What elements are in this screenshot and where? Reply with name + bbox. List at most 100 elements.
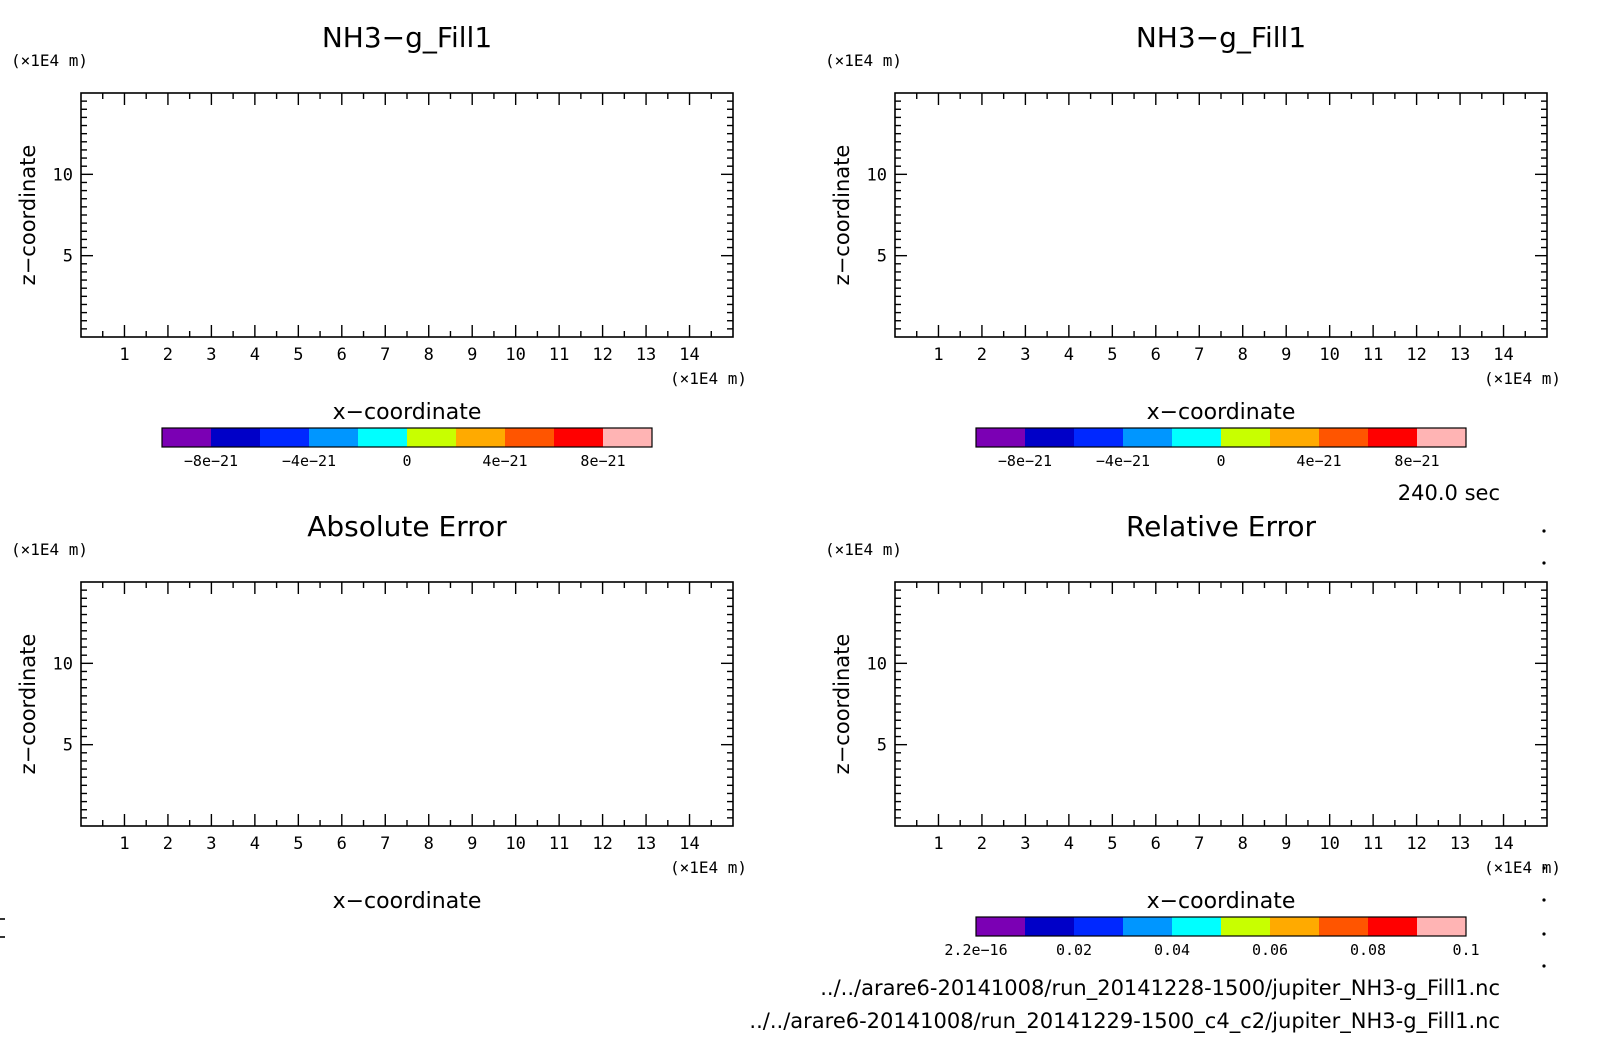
panel-1-x-tick-label: 10 <box>505 345 525 365</box>
panel-3-y-tick-label: 10 <box>53 654 73 674</box>
panel-2-colorbar-label: −4e−21 <box>1096 452 1150 470</box>
panel-3-x-tick-label: 10 <box>505 834 525 854</box>
panel-1-x-tick-label: 9 <box>467 345 477 365</box>
panel-1-colorbar-label: 8e−21 <box>580 452 625 470</box>
panel-4-colorbar-segment <box>1368 917 1418 936</box>
panel-4-colorbar-segment <box>1417 917 1467 936</box>
panel-3-x-tick-label: 2 <box>163 834 173 854</box>
panel-2-x-label: x−coordinate <box>1147 400 1296 425</box>
panel-4-x-tick-label: 7 <box>1194 834 1204 854</box>
panel-2-x-tick-label: 14 <box>1493 345 1513 365</box>
panel-1-x-tick-label: 1 <box>119 345 129 365</box>
margin-dot <box>1542 898 1546 902</box>
panel-2-colorbar-segment <box>1025 428 1075 447</box>
panel-1-x-unit: (×1E4 m) <box>670 369 747 388</box>
panel-1-x-tick-label: 3 <box>206 345 216 365</box>
panel-1-x-label: x−coordinate <box>333 400 482 425</box>
panel-1-x-tick-label: 4 <box>250 345 260 365</box>
panel-2-colorbar-label: −8e−21 <box>998 452 1052 470</box>
panel-4-colorbar-segment <box>1221 917 1271 936</box>
panel-2-colorbar-label: 4e−21 <box>1296 452 1341 470</box>
panel-1-y-label: z−coordinate <box>16 145 40 286</box>
panel-4-x-tick-label: 3 <box>1020 834 1030 854</box>
panel-3-x-tick-label: 14 <box>679 834 699 854</box>
panel-4-y-unit: (×1E4 m) <box>825 540 902 559</box>
panel-3-x-unit: (×1E4 m) <box>670 858 747 877</box>
panel-1-colorbar-segment <box>309 428 359 447</box>
panel-3-x-tick-label: 8 <box>424 834 434 854</box>
panel-4-x-unit: (×1E4 m) <box>1484 858 1561 877</box>
panel-3-y-label: z−coordinate <box>16 634 40 775</box>
panel-1-colorbar-segment <box>505 428 555 447</box>
panel-4-x-tick-label: 11 <box>1363 834 1383 854</box>
panel-3-x-tick-label: 1 <box>119 834 129 854</box>
panel-2-colorbar-segment <box>976 428 1026 447</box>
panel-3-x-tick-label: 7 <box>380 834 390 854</box>
panel-1-colorbar-segment <box>162 428 212 447</box>
panel-2-x-unit: (×1E4 m) <box>1484 369 1561 388</box>
panel-4-colorbar-segment <box>1270 917 1320 936</box>
file-path-2: ../../arare6-20141008/run_20141229-1500_… <box>749 1009 1500 1034</box>
panel-1-colorbar-segment <box>407 428 457 447</box>
panel-3-plot-area <box>80 581 734 827</box>
panel-2-plot-area <box>894 92 1548 338</box>
panel-2-x-tick-label: 9 <box>1281 345 1291 365</box>
panel-2-colorbar-segment <box>1417 428 1467 447</box>
margin-dot <box>1542 964 1546 968</box>
panel-1-y-unit: (×1E4 m) <box>11 51 88 70</box>
panel-4-x-tick-label: 13 <box>1450 834 1470 854</box>
panel-4-x-tick-label: 14 <box>1493 834 1513 854</box>
panel-4-colorbar-label: 0.06 <box>1252 941 1288 959</box>
panel-2-colorbar-segment <box>1319 428 1369 447</box>
panel-2-x-tick-label: 13 <box>1450 345 1470 365</box>
panel-4-colorbar-frame <box>975 916 1467 937</box>
panel-3-x-tick-label: 4 <box>250 834 260 854</box>
panel-1-x-tick-label: 8 <box>424 345 434 365</box>
panel-3-x-tick-label: 3 <box>206 834 216 854</box>
panel-1-x-tick-label: 12 <box>592 345 612 365</box>
panel-1-colorbar-label: 4e−21 <box>482 452 527 470</box>
panel-1-colorbar-segment <box>260 428 310 447</box>
panel-1-x-tick-label: 13 <box>636 345 656 365</box>
panel-1-colorbar-segment <box>211 428 261 447</box>
panel-4-colorbar-label: 0.1 <box>1452 941 1479 959</box>
panel-3-x-label: x−coordinate <box>333 889 482 914</box>
margin-dot <box>1542 529 1546 533</box>
panel-2-x-tick-label: 4 <box>1064 345 1074 365</box>
panel-3-x-tick-label: 13 <box>636 834 656 854</box>
panel-4-x-tick-label: 1 <box>933 834 943 854</box>
panel-2-title: NH3−g_Fill1 <box>1136 21 1306 54</box>
file-path-1: ../../arare6-20141008/run_20141228-1500/… <box>820 976 1500 1001</box>
panel-2-y-tick-label: 10 <box>867 165 887 185</box>
panel-4-y-tick-label: 5 <box>877 736 887 756</box>
panel-2-x-tick-label: 1 <box>933 345 943 365</box>
panel-4-x-tick-label: 8 <box>1238 834 1248 854</box>
panel-4-x-tick-label: 10 <box>1319 834 1339 854</box>
panel-1-plot-area <box>80 92 734 338</box>
panel-2-y-tick-label: 5 <box>877 247 887 267</box>
panel-4-y-tick-label: 10 <box>867 654 887 674</box>
panel-4-colorbar-label: 2.2e−16 <box>944 941 1007 959</box>
time-label: 240.0 sec <box>1398 481 1500 505</box>
panel-2-colorbar-label: 8e−21 <box>1394 452 1439 470</box>
panel-1-x-tick-label: 14 <box>679 345 699 365</box>
panel-4-colorbar-segment <box>1025 917 1075 936</box>
panel-2-x-tick-label: 10 <box>1319 345 1339 365</box>
panel-2-colorbar-segment <box>1221 428 1271 447</box>
panel-4-colorbar-segment <box>1123 917 1173 936</box>
panel-4-x-tick-label: 2 <box>977 834 987 854</box>
panel-1-x-tick-label: 2 <box>163 345 173 365</box>
panel-4-colorbar-segment <box>976 917 1026 936</box>
panel-4-colorbar-segment <box>1319 917 1369 936</box>
panel-2-x-tick-label: 5 <box>1107 345 1117 365</box>
panel-1-x-tick-label: 6 <box>337 345 347 365</box>
panel-4-colorbar-label: 0.04 <box>1154 941 1190 959</box>
panel-2-x-tick-label: 12 <box>1406 345 1426 365</box>
panel-1-x-tick-label: 5 <box>293 345 303 365</box>
panel-4-y-label: z−coordinate <box>830 634 854 775</box>
panel-3-y-tick-label: 5 <box>63 736 73 756</box>
panel-1-colorbar-segment <box>554 428 604 447</box>
panel-4-x-tick-label: 9 <box>1281 834 1291 854</box>
panel-2-y-unit: (×1E4 m) <box>825 51 902 70</box>
